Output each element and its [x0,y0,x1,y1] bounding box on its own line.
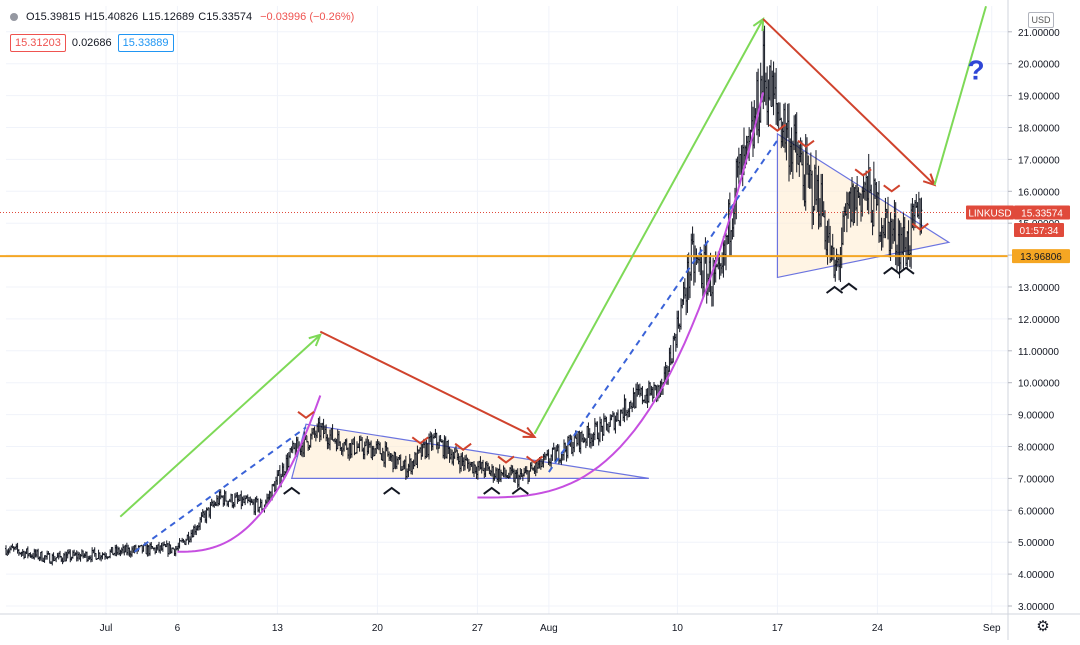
x-tick-label: 10 [672,623,684,634]
y-tick-label: 3.00000 [1018,602,1055,613]
up-arrow[interactable] [119,334,321,518]
y-tick-label: 17.00000 [1018,155,1060,166]
buy-price-button[interactable]: 15.33889 [117,34,174,52]
y-tick-label: 19.00000 [1018,92,1060,103]
y-tick-label: 18.00000 [1018,124,1060,135]
pattern-fills [290,132,951,479]
y-tick-label: 4.00000 [1018,570,1055,581]
dashed-trendline[interactable] [133,426,307,553]
parabolic-curve[interactable] [477,92,765,499]
support-touch-mark [283,486,301,495]
resistance-touch-mark [411,436,429,445]
support-touch-mark [483,486,501,495]
support-touch-mark [840,282,858,291]
symbol-dot-icon [10,13,18,21]
symbol-tag: LINKUSD [968,208,1011,219]
y-tick-label: 8.00000 [1018,443,1055,454]
spread-value: 0.02686 [71,37,112,49]
x-tick-label: 13 [272,623,284,634]
bar-countdown-tag-box [1014,223,1064,238]
high-value: H15.40826 [84,11,139,23]
low-value: L15.12689 [142,11,195,23]
close-value: C15.33574 [198,11,253,23]
open-value: O15.39815 [26,11,81,23]
y-tick-label: 6.00000 [1018,506,1055,517]
support-touch-mark [383,486,401,495]
y-tick-label: 7.00000 [1018,474,1055,485]
resistance-touch-mark [854,168,872,177]
last-price-tag-box [1014,205,1070,220]
sell-price-button[interactable]: 15.31203 [10,34,66,52]
x-tick-label: 6 [175,623,181,634]
projection-arrow[interactable] [933,6,987,186]
resistance-touch-mark [497,455,515,464]
parabolic-curve[interactable] [177,395,322,553]
drawings[interactable]: ? [0,6,1008,553]
price-bars [5,25,923,566]
y-tick-label: 21.00000 [1018,28,1060,39]
ohlc-legend: O15.39815 H15.40826 L15.12689 C15.33574 … [10,11,354,23]
down-arrow[interactable] [762,18,936,186]
x-tick-label: 20 [372,623,384,634]
down-arrow[interactable] [319,330,536,438]
last-price-tag: 15.33574 [1021,208,1063,219]
dashed-trendline[interactable] [548,139,779,473]
x-tick-label: 27 [472,623,484,634]
down-arrow-head [522,426,537,438]
bar-countdown-tag: 01:57:34 [1020,226,1059,237]
up-arrow-head [308,333,322,347]
y-tick-label: 16.00000 [1018,187,1060,198]
gear-icon[interactable]: ⚙ [1036,618,1050,635]
support-touch-mark [511,486,529,495]
resistance-touch-mark [911,222,929,231]
y-tick-label: 10.00000 [1018,379,1060,390]
resistance-touch-mark [525,455,544,464]
y-tick-label: 9.00000 [1018,411,1055,422]
support-touch-mark [825,285,844,294]
y-tick-label: 5.00000 [1018,538,1055,549]
x-tick-label: 24 [872,623,884,634]
x-tick-label: Sep [983,623,1001,634]
support-level-tag-box [1012,249,1070,264]
support-level-tag: 13.96806 [1020,252,1062,263]
question-mark: ? [967,55,984,86]
change-value: −0.03996 (−0.26%) [260,11,355,23]
support-touch-mark [897,266,915,275]
resistance-touch-mark [768,123,787,132]
up-arrow[interactable] [533,18,765,435]
resistance-touch-mark [883,184,901,193]
resistance-touch-mark [797,139,815,148]
y-tick-label: 12.00000 [1018,315,1060,326]
resistance-touch-mark [454,442,472,451]
price-tags: LINKUSD 15.33574 01:57:34 13.96806 [966,205,1070,264]
x-tick-label: 17 [772,623,784,634]
grid [6,6,1008,614]
quote-row: 15.31203 0.02686 15.33889 [10,34,174,52]
symbol-tag-box [966,205,1014,220]
y-tick-label: 13.00000 [1018,283,1060,294]
resistance-touch-mark [297,410,315,420]
x-tick-label: Jul [100,623,113,634]
x-tick-label: Aug [540,623,558,634]
currency-badge[interactable]: USD [1028,12,1054,28]
y-tick-label: 20.00000 [1018,60,1060,71]
support-touch-mark [883,266,901,275]
y-tick-label: 11.00000 [1018,347,1059,358]
